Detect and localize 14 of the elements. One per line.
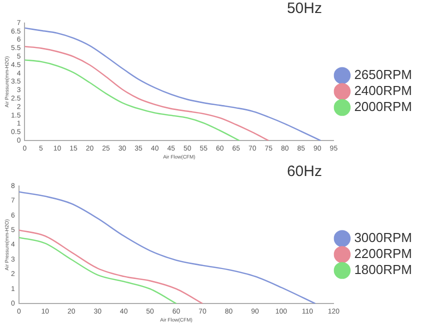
legend-label: 2000RPM — [354, 99, 412, 114]
line-series — [18, 191, 316, 304]
line-series — [18, 229, 204, 304]
chart-title: 60Hz — [286, 163, 322, 180]
legend-label: 2400RPM — [354, 83, 412, 98]
line-series — [24, 27, 322, 141]
line-series — [18, 236, 177, 304]
chart-title: 50Hz — [286, 0, 322, 17]
line-series — [24, 59, 240, 141]
line-series — [24, 46, 270, 141]
legend-label: 2200RPM — [354, 246, 412, 262]
legend-label: 3000RPM — [354, 230, 412, 246]
legend-label: 2650RPM — [354, 67, 412, 82]
legend-label: 1800RPM — [354, 262, 412, 278]
